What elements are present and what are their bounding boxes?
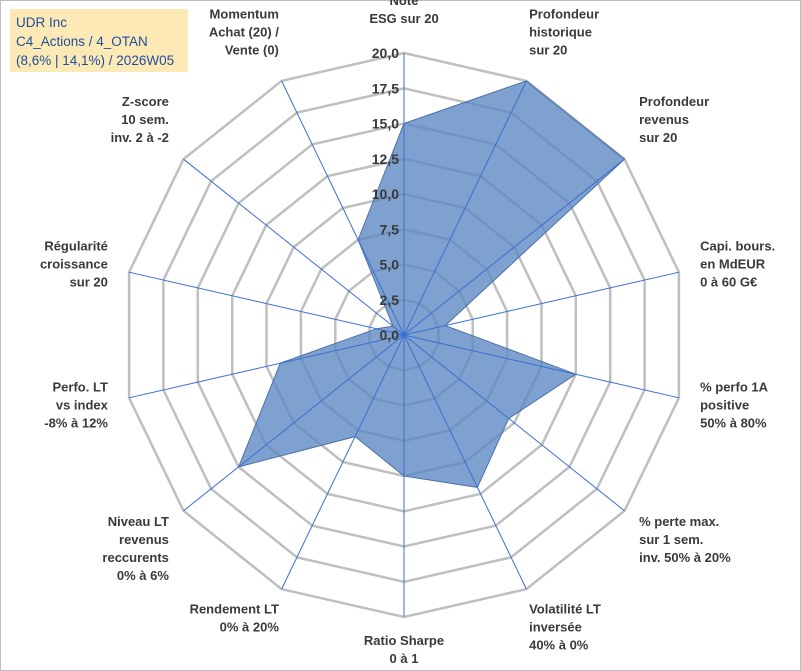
data-area <box>237 80 626 488</box>
axis-label: Momentum Achat (20) / Vente (0) <box>209 6 279 57</box>
axis-line <box>403 271 680 336</box>
axis-line <box>403 334 625 512</box>
tick-label: 15,0 <box>372 116 399 132</box>
axis-label: Ratio Sharpe 0 à 1 <box>364 633 444 666</box>
tick-label: 17,5 <box>372 80 399 96</box>
tick-label: 2,5 <box>380 292 400 308</box>
axis-label: Niveau LT revenus reccurents 0% à 6% <box>102 514 169 583</box>
axis-label: % perfo 1A positive 50% à 80% <box>700 379 769 430</box>
axis-line <box>183 334 405 512</box>
axis-line <box>403 334 527 590</box>
tick-label: 0,0 <box>380 327 400 343</box>
axis-line <box>403 158 625 336</box>
axis-line <box>183 158 405 336</box>
tick-label: 10,0 <box>372 186 399 202</box>
chart-title-box: UDR Inc C4_Actions / 4_OTAN (8,6% | 14,1… <box>10 9 188 72</box>
axis-label: Régularité croissance sur 20 <box>40 239 108 290</box>
axis-line <box>281 80 405 336</box>
axis-label: % perte max. sur 1 sem. inv. 50% à 20% <box>639 514 731 565</box>
axis-label: Profondeur revenus sur 20 <box>639 94 709 145</box>
title-company: UDR Inc <box>16 15 68 30</box>
axis-label: Volatilité LT inversée 40% à 0% <box>529 602 601 653</box>
tick-label: 20,0 <box>372 45 399 61</box>
title-category: C4_Actions / 4_OTAN <box>16 34 148 49</box>
tick-label: 12,5 <box>372 151 399 167</box>
axis-line <box>403 334 680 399</box>
tick-label: 5,0 <box>380 257 400 273</box>
axis-label: Perfo. LT vs index -8% à 12% <box>44 379 108 430</box>
axis-line <box>281 334 405 590</box>
axis-line <box>128 334 405 399</box>
axis-label: Capi. bours. en MdEUR 0 à 60 G€ <box>700 239 775 290</box>
tick-label: 7,5 <box>380 221 400 237</box>
axis-label: Note ESG sur 20 <box>369 0 438 26</box>
axis-line <box>403 80 527 336</box>
axis-line <box>128 271 405 336</box>
axis-label: Profondeur historique sur 20 <box>529 6 599 57</box>
axis-label: Rendement LT 0% à 20% <box>190 602 280 635</box>
axis-label: Z-score 10 sem. inv. 2 à -2 <box>111 94 169 145</box>
title-stats: (8,6% | 14,1%) / 2026W05 <box>16 53 175 68</box>
